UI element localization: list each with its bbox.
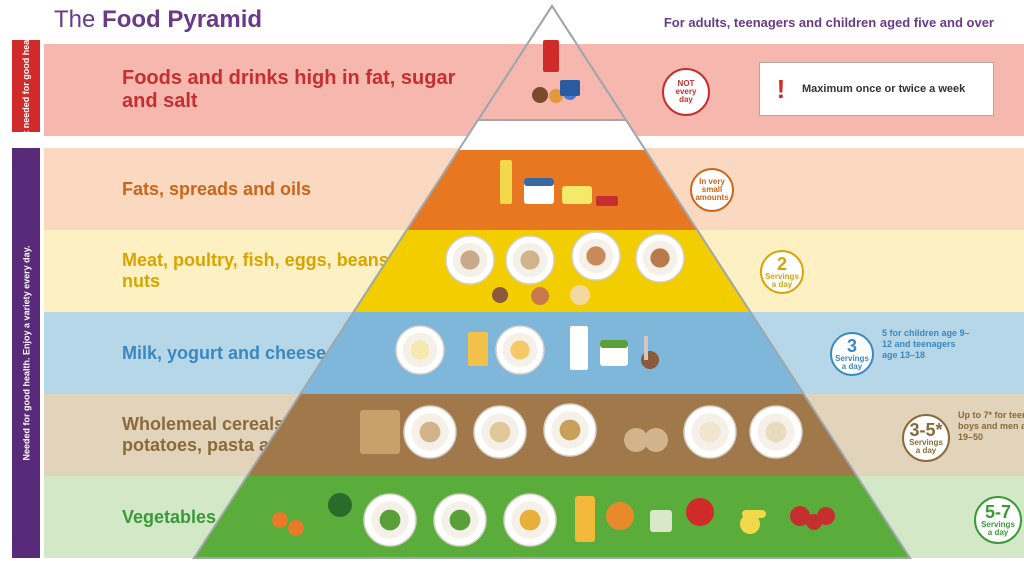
serving-badge: 3-5*Servingsa day	[902, 414, 950, 462]
side-tab-not-needed-label: Not needed for good health.	[21, 26, 31, 146]
pyramid-row-4: Wholemeal cereals and breads, potatoes, …	[44, 394, 1024, 476]
max-per-week-box: !Maximum once or twice a week	[759, 62, 994, 116]
pyramid-row-3: Milk, yogurt and cheese 3Servingsa day5 f…	[44, 312, 1024, 394]
row-label: Milk, yogurt and cheese	[122, 343, 462, 364]
serving-badge: 5-7Servingsa day	[974, 496, 1022, 544]
row-extra-note: 5 for children age 9–12 and teenagers ag…	[882, 328, 972, 360]
max-per-week-text: Maximum once or twice a week	[802, 83, 965, 95]
side-tab-not-needed: Not needed for good health.	[12, 40, 40, 132]
row-label: Fats, spreads and oils	[122, 179, 462, 200]
row-label: Vegetables, salad and fruit	[122, 507, 462, 528]
row-label: Foods and drinks high in fat, sugar and …	[122, 67, 462, 113]
side-tab-needed-label: Needed for good health. Enjoy a variety …	[21, 246, 31, 461]
title-bold: Food Pyramid	[102, 6, 262, 33]
title-bar: The Food Pyramid For adults, teenagers a…	[0, 0, 1024, 38]
pyramid-row-0: Foods and drinks high in fat, sugar and …	[44, 44, 1024, 136]
pyramid-row-5: Vegetables, salad and fruit 5-7Servingsa …	[44, 476, 1024, 558]
pyramid-rows: Foods and drinks high in fat, sugar and …	[44, 40, 1024, 558]
title-prefix: The	[54, 6, 102, 33]
serving-badge: In verysmallamounts	[690, 168, 734, 212]
exclamation-icon: !	[760, 74, 802, 105]
side-tab-needed: Needed for good health. Enjoy a variety …	[12, 148, 40, 558]
page-title: The Food Pyramid	[54, 6, 262, 34]
row-label: Wholemeal cereals and breads, potatoes, …	[122, 414, 462, 455]
row-gap	[44, 136, 1024, 148]
serving-badge: 2Servingsa day	[760, 250, 804, 294]
pyramid-row-2: Meat, poultry, fish, eggs, beans and nut…	[44, 230, 1024, 312]
serving-badge: NOTeveryday	[662, 68, 710, 116]
pyramid-row-1: Fats, spreads and oils In verysmallamount…	[44, 148, 1024, 230]
serving-badge: 3Servingsa day	[830, 332, 874, 376]
row-label: Meat, poultry, fish, eggs, beans and nut…	[122, 250, 462, 291]
page-subtitle: For adults, teenagers and children aged …	[664, 15, 994, 30]
row-extra-note: Up to 7* for teenage boys and men age 19…	[958, 410, 1024, 442]
